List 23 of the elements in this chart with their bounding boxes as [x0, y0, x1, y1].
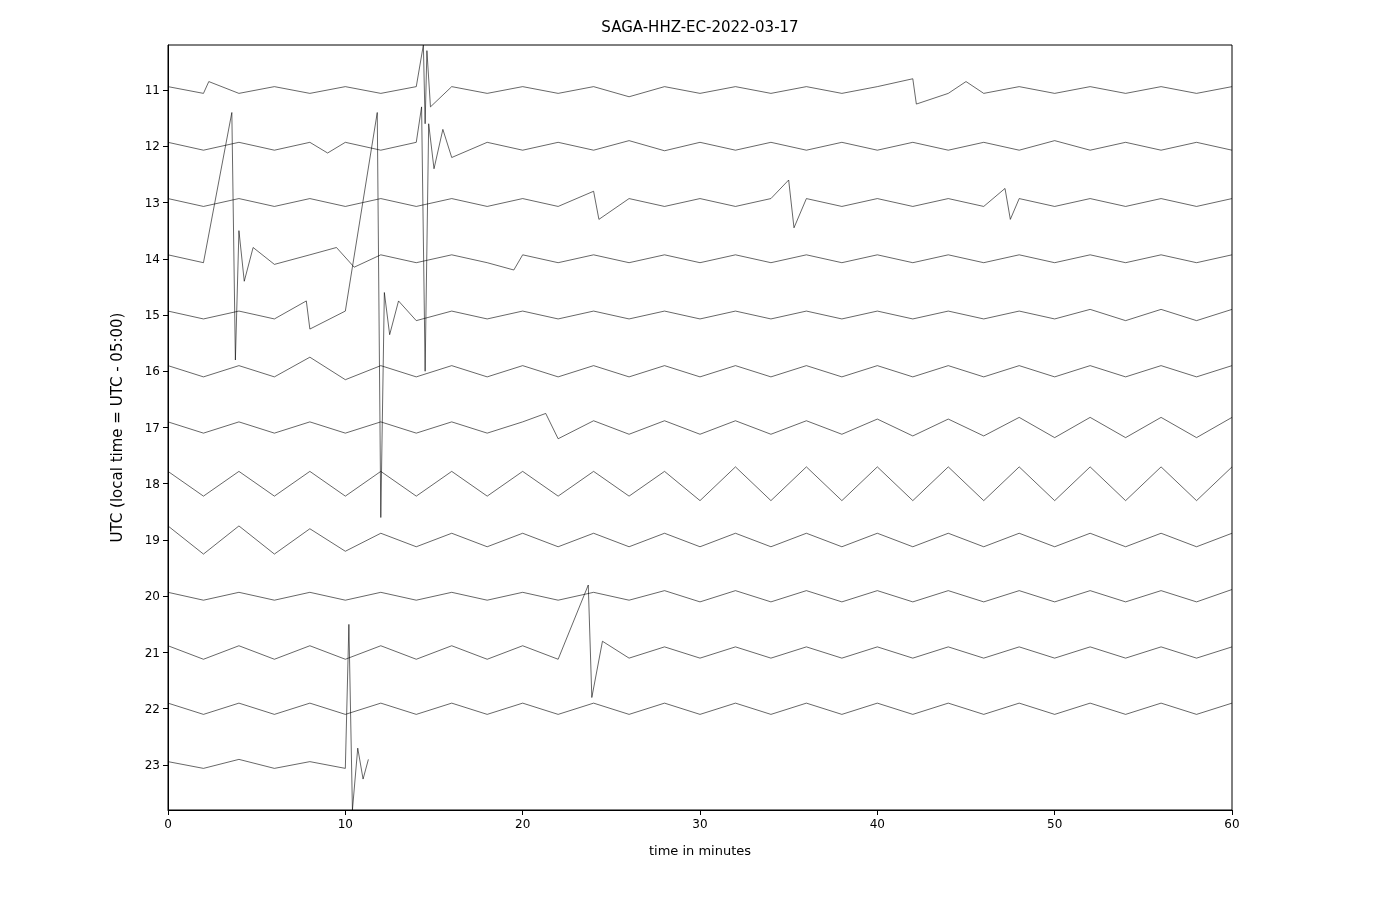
- x-tick-label: 20: [515, 817, 531, 831]
- chart-title: SAGA-HHZ-EC-2022-03-17: [601, 17, 799, 36]
- x-tick-label: 30: [692, 817, 708, 831]
- x-tick-label: 10: [337, 817, 353, 831]
- y-tick-label: 17: [144, 420, 160, 435]
- x-tick-label: 50: [1047, 817, 1063, 831]
- y-tick-label: 14: [144, 251, 160, 266]
- y-tick-label: 15: [144, 308, 160, 322]
- y-tick-label: 12: [144, 139, 160, 154]
- x-tick-label: 40: [869, 817, 885, 831]
- y-tick-label: 19: [144, 533, 160, 547]
- x-tick-label: 60: [1224, 817, 1240, 831]
- y-tick-label: 22: [144, 701, 160, 716]
- y-tick-label: 11: [144, 83, 160, 97]
- y-tick-label: 18: [144, 476, 160, 491]
- y-tick-label: 16: [144, 364, 160, 379]
- y-tick-label: 20: [144, 589, 160, 604]
- y-tick-label: 23: [144, 758, 160, 772]
- y-tick-label: 21: [144, 645, 160, 660]
- y-axis-title: UTC (local time = UTC - 05:00): [107, 312, 126, 543]
- y-tick-label: 13: [144, 195, 160, 210]
- x-tick-label: 0: [164, 817, 172, 831]
- x-axis-title: time in minutes: [648, 843, 752, 858]
